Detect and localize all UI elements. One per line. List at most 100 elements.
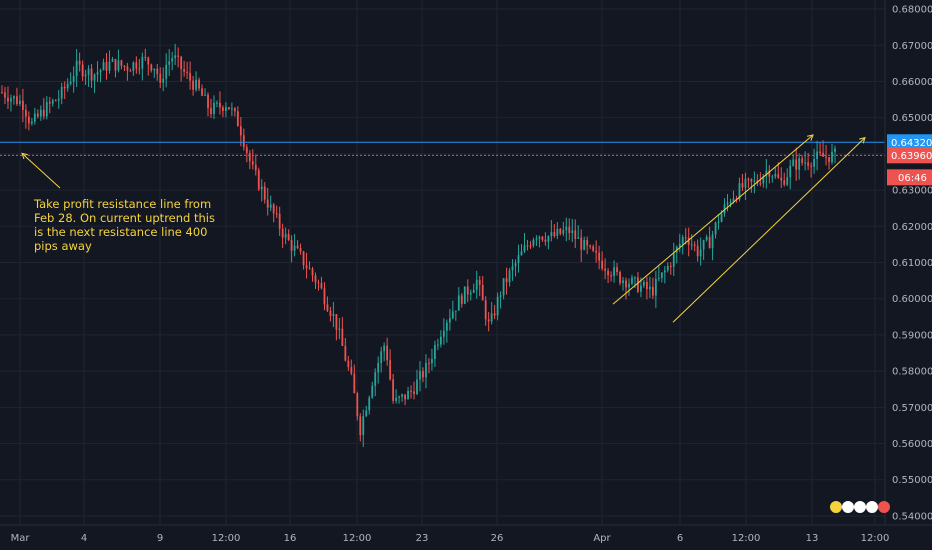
candle-body [183, 69, 186, 72]
candle-body [759, 183, 762, 185]
candle-body [428, 362, 430, 364]
candle-body [643, 281, 645, 286]
candle-body [284, 234, 287, 238]
candle-body [571, 230, 574, 233]
x-tick-label: 12:00 [861, 533, 890, 544]
candle-body [335, 314, 338, 330]
candle-body [801, 158, 804, 163]
badge-icon[interactable] [830, 501, 842, 513]
drawings [0, 134, 885, 323]
candle-body [544, 239, 547, 242]
candle-body [251, 161, 254, 165]
candle-body [75, 60, 78, 77]
candle-body [99, 70, 102, 73]
candle-body [705, 236, 708, 241]
candle-body [768, 170, 771, 177]
candle-body [613, 267, 615, 277]
candle-body [168, 61, 171, 65]
candle-body [753, 180, 756, 182]
candle-body [711, 234, 714, 249]
candle-body [538, 236, 541, 239]
candle-body [607, 270, 609, 276]
candle-body [129, 70, 132, 72]
candle-body [198, 79, 200, 89]
badge-icon[interactable] [878, 501, 890, 513]
candle-body [723, 204, 726, 214]
candle-body [520, 251, 523, 256]
candle-body [687, 237, 690, 245]
candle-body [341, 328, 344, 346]
candle-body [4, 92, 6, 98]
candle-body [565, 226, 568, 231]
candle-body [338, 328, 341, 330]
candle-body [434, 345, 436, 359]
y-tick-label: 0.54000 [892, 511, 932, 522]
candle-body [293, 245, 296, 251]
candle-body [51, 100, 54, 104]
candle-body [747, 178, 750, 180]
candle-body [236, 111, 239, 127]
candle-body [90, 68, 93, 81]
candle-body [672, 252, 675, 267]
candle-body [693, 244, 696, 246]
candle-body [57, 98, 60, 101]
candle-body [646, 281, 648, 290]
y-tick-label: 0.56000 [892, 439, 932, 450]
annotation-text-line: Take profit resistance line from [33, 197, 211, 211]
candle-body [410, 390, 412, 392]
candle-body [481, 285, 484, 301]
countdown-tag [887, 169, 932, 186]
candle-body [213, 102, 215, 114]
candle-body [562, 230, 565, 234]
candle-body [39, 109, 42, 117]
channel-upper-line[interactable] [612, 134, 814, 305]
countdown-label: 06:46 [898, 173, 927, 184]
candle-body [828, 157, 830, 163]
candle-body [663, 270, 666, 273]
indicator-badges[interactable] [830, 501, 890, 513]
x-tick-label: 9 [157, 533, 163, 544]
candle-body [81, 64, 84, 77]
candle-body [269, 204, 272, 208]
candle-body [502, 278, 505, 296]
candle-body [171, 58, 174, 62]
y-tick-label: 0.68000 [892, 5, 932, 16]
badge-icon[interactable] [854, 501, 866, 513]
candle-body [19, 100, 21, 104]
candle-body [407, 390, 409, 400]
candle-body [523, 245, 526, 252]
badge-icon[interactable] [842, 501, 854, 513]
candle-body [810, 165, 813, 167]
candle-body [457, 295, 460, 311]
candle-body [592, 246, 595, 251]
candle-body [616, 267, 618, 272]
badge-icon[interactable] [866, 501, 878, 513]
candle-body [657, 278, 660, 280]
price-tag[interactable] [887, 147, 932, 164]
price-tag[interactable] [887, 134, 932, 151]
candle-body [219, 102, 221, 108]
candle-body [750, 178, 753, 182]
candle-body [460, 295, 463, 304]
candle-body [377, 362, 380, 373]
candles [1, 43, 836, 448]
annotation-arrow-line[interactable] [21, 152, 61, 189]
price-tags: 0.64320 0.63960 06:46 [887, 134, 932, 186]
candle-body [822, 152, 824, 157]
candle-body [242, 135, 245, 148]
x-tick-label: 23 [416, 533, 429, 544]
candle-body [493, 313, 496, 316]
price-axis[interactable] [885, 0, 932, 525]
candle-body [353, 373, 356, 394]
candle-body [195, 79, 197, 90]
candle-body [141, 56, 144, 69]
x-tick-label: 12:00 [212, 533, 241, 544]
candle-body [448, 318, 451, 323]
channel-lower-line[interactable] [672, 137, 866, 323]
candle-body [177, 55, 180, 57]
candle-body [66, 83, 69, 89]
